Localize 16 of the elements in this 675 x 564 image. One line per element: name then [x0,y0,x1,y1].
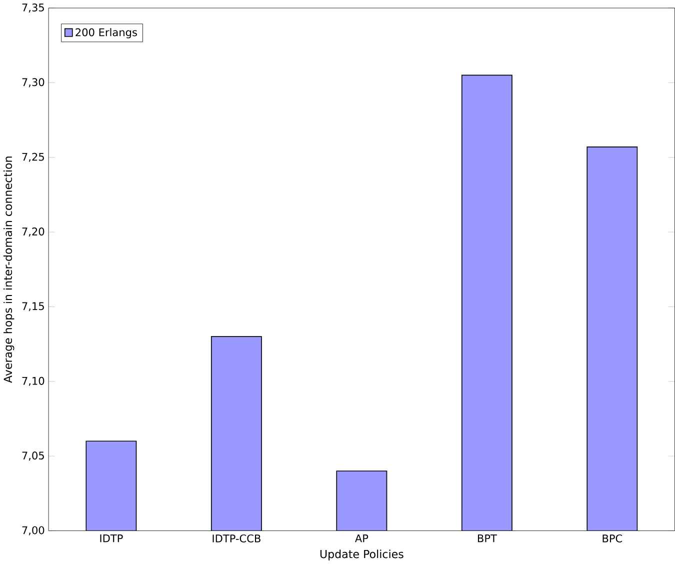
y-tick-label: 7,15 [22,302,44,312]
y-tick-label: 7,25 [22,152,44,162]
y-tick-label: 7,10 [22,376,44,386]
y-tick-label: 7,05 [22,452,44,461]
x-tick-label: BPT [478,534,497,542]
x-tick-label: IDTP [100,534,123,542]
y-tick-label: 7,00 [22,526,44,536]
x-tick-label: AP [354,534,368,542]
x-axis-title: Update Policies [320,550,404,560]
x-tick-label: BPC [602,534,622,542]
y-tick-label: 7,30 [22,78,44,88]
y-tick-label: 7,20 [22,228,44,237]
legend-label: 200 Erlangs [76,28,137,38]
x-tick-label: IDTP-CCB [212,534,260,542]
y-tick-label: 7,35 [22,4,44,13]
y-axis-title: Average hops in inter-domain connection [4,156,14,384]
